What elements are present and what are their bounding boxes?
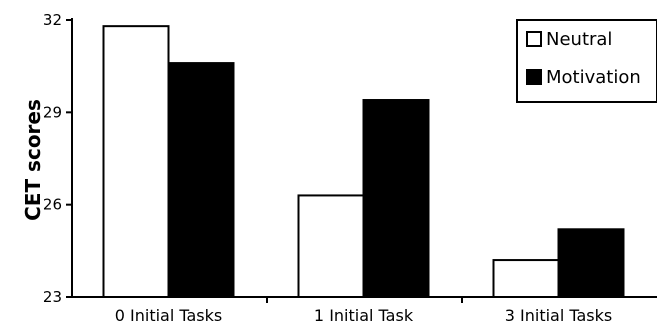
x-category-label-3: 3 Initial Tasks [505, 306, 613, 325]
bar-neutral-1 [102, 25, 170, 299]
y-tick-label-23: 23 [43, 288, 62, 306]
legend-label-neutral: Neutral [546, 29, 612, 50]
bar-motivation-2 [362, 99, 430, 299]
bar-neutral-3 [492, 259, 560, 299]
legend-swatch-motivation [526, 69, 542, 85]
y-axis: 23 26 29 32 [43, 11, 73, 306]
x-category-label-1: 0 Initial Tasks [115, 306, 223, 325]
legend-box [516, 19, 657, 103]
bar-motivation-3 [557, 228, 625, 299]
y-tick-label-26: 26 [43, 196, 62, 214]
legend: Neutral Motivation [516, 19, 657, 103]
y-axis-label: CET scores [21, 99, 45, 221]
x-category-label-2: 1 Initial Task [314, 306, 414, 325]
y-tick-label-32: 32 [43, 11, 62, 29]
bar-motivation-1 [167, 62, 235, 299]
x-axis: 0 Initial Tasks 1 Initial Task 3 Initial T… [66, 296, 657, 325]
legend-swatch-neutral [526, 31, 542, 47]
y-tick-label-29: 29 [43, 103, 62, 121]
bar-neutral-2 [297, 194, 365, 298]
legend-label-motivation: Motivation [546, 67, 641, 88]
bars-group [102, 25, 625, 299]
